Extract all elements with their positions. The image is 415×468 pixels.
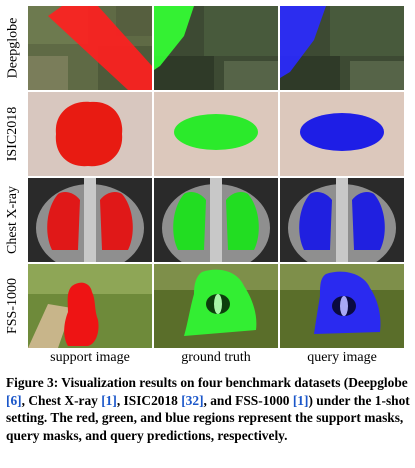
xray-ground-truth [154, 178, 278, 262]
deepglobe-support-image [28, 6, 152, 90]
fss-query-prediction [280, 264, 404, 348]
isic-support-image [28, 92, 152, 176]
fss-support-image [28, 264, 152, 348]
caption-text: , Chest X-ray [21, 392, 102, 408]
caption-text: ) under the 1-shot setting. The red, gre… [6, 392, 410, 443]
row-label-chest-xray: Chest X-ray [5, 185, 21, 255]
caption-text: Visualization results on four benchmark … [58, 375, 408, 390]
col-label-query-image: query image [307, 350, 377, 365]
isic-ground-truth [154, 92, 278, 176]
citation-link[interactable]: [1] [101, 392, 117, 408]
isic-query-prediction [280, 92, 404, 176]
row-label-isic2018: ISIC2018 [5, 106, 21, 162]
caption-text: , and FSS-1000 [203, 392, 293, 408]
caption-text: , ISIC2018 [116, 392, 182, 408]
citation-link[interactable]: [1] [292, 392, 309, 408]
caption-figure-label: Figure 3: [6, 375, 59, 390]
xray-query-prediction [280, 178, 404, 262]
deepglobe-ground-truth [154, 6, 278, 90]
row-label-fss1000: FSS-1000 [5, 277, 21, 335]
col-label-support-image: support image [50, 350, 130, 365]
row-label-deepglobe: Deepglobe [5, 17, 21, 79]
citation-link[interactable]: [32] [181, 392, 204, 408]
deepglobe-query-prediction [280, 6, 404, 90]
citation-link[interactable]: [6] [6, 392, 22, 408]
figure-caption: Figure 3: Visualization results on four … [6, 374, 410, 444]
xray-support-image [28, 178, 152, 262]
col-label-ground-truth: ground truth [181, 350, 251, 365]
fss-ground-truth [154, 264, 278, 348]
